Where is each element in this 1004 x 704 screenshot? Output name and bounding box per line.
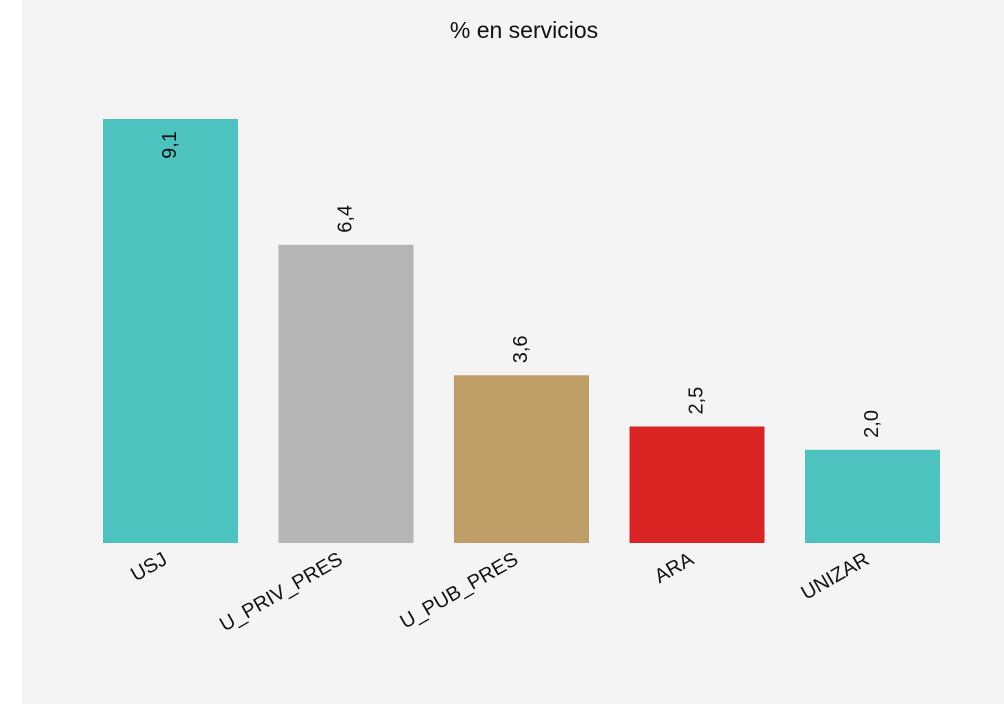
value-label: 3,6 [510, 335, 532, 363]
bar [805, 449, 940, 543]
value-label: 9,1 [159, 131, 181, 159]
value-label: 2,5 [685, 387, 707, 415]
bar [454, 375, 589, 543]
value-label: 6,4 [334, 205, 356, 233]
chart-title: % en servicios [450, 17, 598, 43]
bar [278, 244, 414, 544]
bar [103, 119, 238, 543]
bar [629, 426, 765, 543]
value-label: 2,0 [861, 410, 883, 438]
